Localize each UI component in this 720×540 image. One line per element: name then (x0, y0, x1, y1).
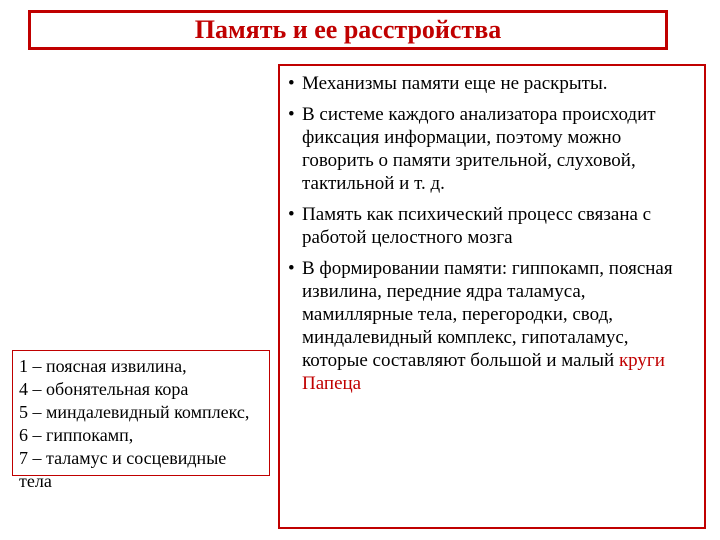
bullets-box: Механизмы памяти еще не раскрыты. В сист… (278, 64, 706, 529)
list-item: В системе каждого анализатора происходит… (288, 103, 696, 195)
list-item: Механизмы памяти еще не раскрыты. (288, 72, 696, 95)
bullet-text: Механизмы памяти еще не раскрыты. (302, 73, 607, 94)
legend-line: 7 – таламус и сосцевидные тела (19, 447, 263, 493)
bullet-text: В системе каждого анализатора происходит… (302, 104, 656, 194)
bullets-list: Механизмы памяти еще не раскрыты. В сист… (288, 72, 696, 395)
bullet-text: Память как психический процесс связана с… (302, 204, 651, 248)
list-item: В формировании памяти: гиппокамп, поясна… (288, 257, 696, 395)
slide: Память и ее расстройства 1 – поясная изв… (0, 0, 720, 540)
slide-title: Память и ее расстройства (195, 15, 502, 45)
legend-line: 6 – гиппокамп, (19, 424, 263, 447)
legend-line: 4 – обонятельная кора (19, 378, 263, 401)
legend-line: 5 – миндалевидный комплекс, (19, 401, 263, 424)
legend-box: 1 – поясная извилина, 4 – обонятельная к… (12, 350, 270, 476)
bullet-text: В формировании памяти: гиппокамп, поясна… (302, 258, 673, 371)
title-box: Память и ее расстройства (28, 10, 668, 50)
legend-line: 1 – поясная извилина, (19, 355, 263, 378)
list-item: Память как психический процесс связана с… (288, 203, 696, 249)
